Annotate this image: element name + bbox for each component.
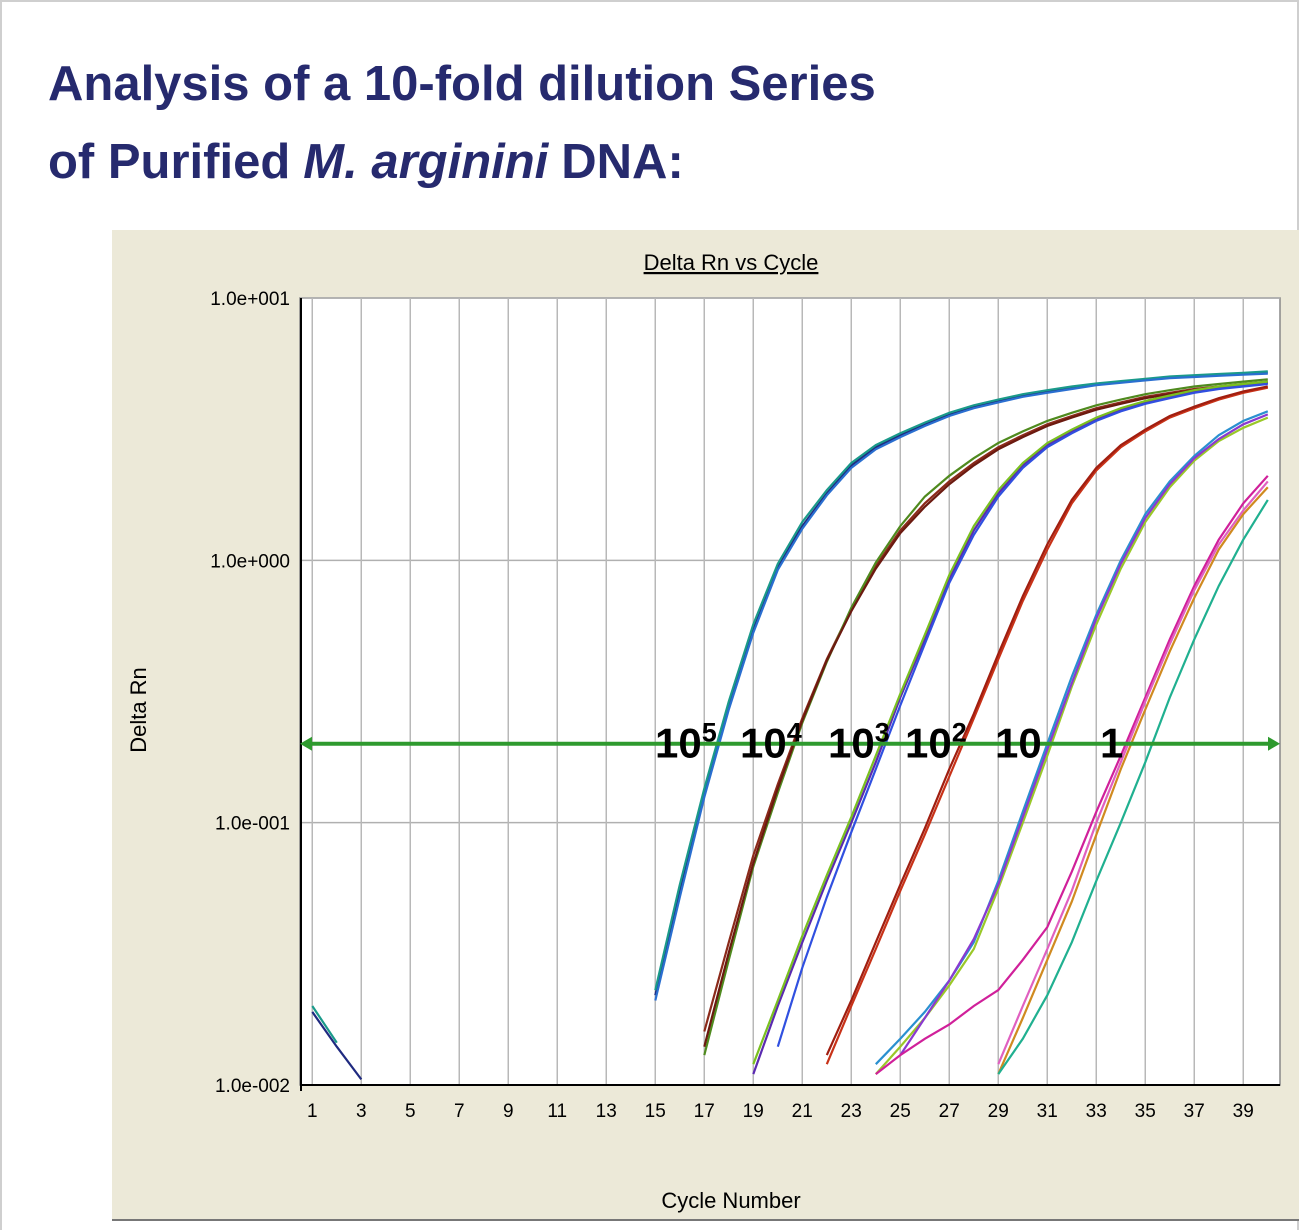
overlay: 105 104 103 102 10 1 — [300, 718, 1280, 767]
x-tick-label: 11 — [547, 1101, 567, 1122]
amplification-curve — [997, 480, 1269, 1065]
x-tick-label: 19 — [743, 1101, 764, 1122]
x-tick-label: 25 — [890, 1101, 911, 1122]
title-italic: M. arginini — [303, 135, 549, 189]
x-tick-label: 15 — [645, 1101, 666, 1122]
dilution-exponent: 4 — [787, 718, 802, 748]
amplification-curve — [776, 382, 1268, 1048]
x-tick-label: 35 — [1135, 1101, 1156, 1122]
amplification-curve — [899, 413, 1269, 1056]
chart-title: Delta Rn vs Cycle — [644, 250, 819, 275]
x-tick-label: 1 — [307, 1101, 318, 1122]
y-tick-label: 1.0e+000 — [210, 551, 290, 572]
dilution-label: 105 — [655, 718, 717, 767]
x-tick-label: 13 — [596, 1101, 617, 1122]
x-tick-label: 29 — [988, 1101, 1009, 1122]
amplification-curve — [311, 370, 1268, 1044]
title-text: DNA: — [561, 135, 683, 189]
dilution-base: 10 — [655, 720, 702, 767]
dilution-label: 102 — [905, 718, 967, 767]
title-text: of Purified — [48, 135, 290, 189]
y-tick-label: 1.0e-001 — [215, 814, 290, 835]
dilution-exponent: 2 — [952, 718, 967, 748]
amplification-curve — [825, 386, 1269, 1065]
x-tick-label: 9 — [503, 1101, 514, 1122]
x-tick-label: 3 — [356, 1101, 367, 1122]
amplification-curve — [875, 410, 1269, 1065]
dilution-base: 1 — [1100, 720, 1123, 767]
x-tick-label: 7 — [454, 1101, 465, 1122]
dilution-label: 103 — [828, 718, 890, 767]
arrowhead — [300, 736, 312, 751]
y-tick-label: 1.0e-002 — [215, 1076, 290, 1097]
dilution-base: 10 — [995, 720, 1042, 767]
slide-title-line2: of Purified M. arginini DNA: — [48, 135, 684, 189]
dilution-label: 10 — [995, 720, 1042, 767]
amplification-curve — [997, 499, 1269, 1075]
y-axis-label: Delta Rn — [126, 667, 151, 753]
plot-area — [299, 297, 1281, 1086]
x-axis-label: Cycle Number — [661, 1188, 800, 1213]
dilution-label: 1 — [1100, 720, 1123, 767]
amplification-curve — [654, 372, 1268, 1001]
y-tick-label: 1.0e+001 — [210, 289, 290, 310]
slide-title-line1: Analysis of a 10-fold dilution Series — [48, 57, 876, 111]
x-tick-label: 21 — [792, 1101, 813, 1122]
x-tick-label: 39 — [1233, 1101, 1254, 1122]
amplification-curve — [874, 416, 1269, 1075]
arrowhead — [1268, 736, 1280, 751]
amplification-curve — [752, 381, 1268, 1075]
x-tick-label: 37 — [1184, 1101, 1205, 1122]
amplification-curve — [825, 385, 1269, 1056]
x-tick-label: 5 — [405, 1101, 416, 1122]
amplification-curve — [752, 380, 1268, 1065]
x-tick-label: 31 — [1037, 1101, 1058, 1122]
x-tick-label: 27 — [939, 1101, 960, 1122]
amplification-curve — [875, 475, 1269, 1075]
dilution-base: 10 — [828, 720, 875, 767]
amplification-curve — [997, 486, 1269, 1075]
x-tick-label: 17 — [694, 1101, 715, 1122]
dilution-base: 10 — [740, 720, 787, 767]
dilution-exponent: 5 — [702, 718, 717, 748]
x-tick-label: 23 — [841, 1101, 862, 1122]
dilution-exponent: 3 — [875, 718, 890, 748]
dilution-base: 10 — [905, 720, 952, 767]
dilution-label: 104 — [740, 718, 802, 767]
curves — [311, 370, 1269, 1081]
x-tick-label: 33 — [1086, 1101, 1107, 1122]
